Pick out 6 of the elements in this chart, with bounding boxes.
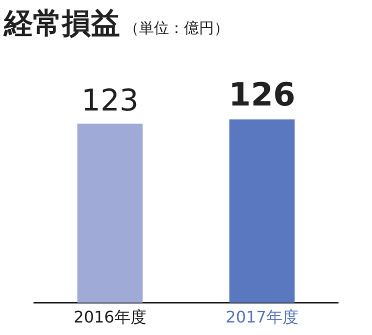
x-tick-label: 2016年度 <box>74 308 146 327</box>
x-tick-label: 2017年度 <box>226 308 298 327</box>
chart-subtitle: （単位：億円） <box>124 19 229 37</box>
chart-title: 経常損益 <box>4 6 120 40</box>
data-label: 123 <box>81 84 139 119</box>
data-label: 126 <box>228 76 296 114</box>
